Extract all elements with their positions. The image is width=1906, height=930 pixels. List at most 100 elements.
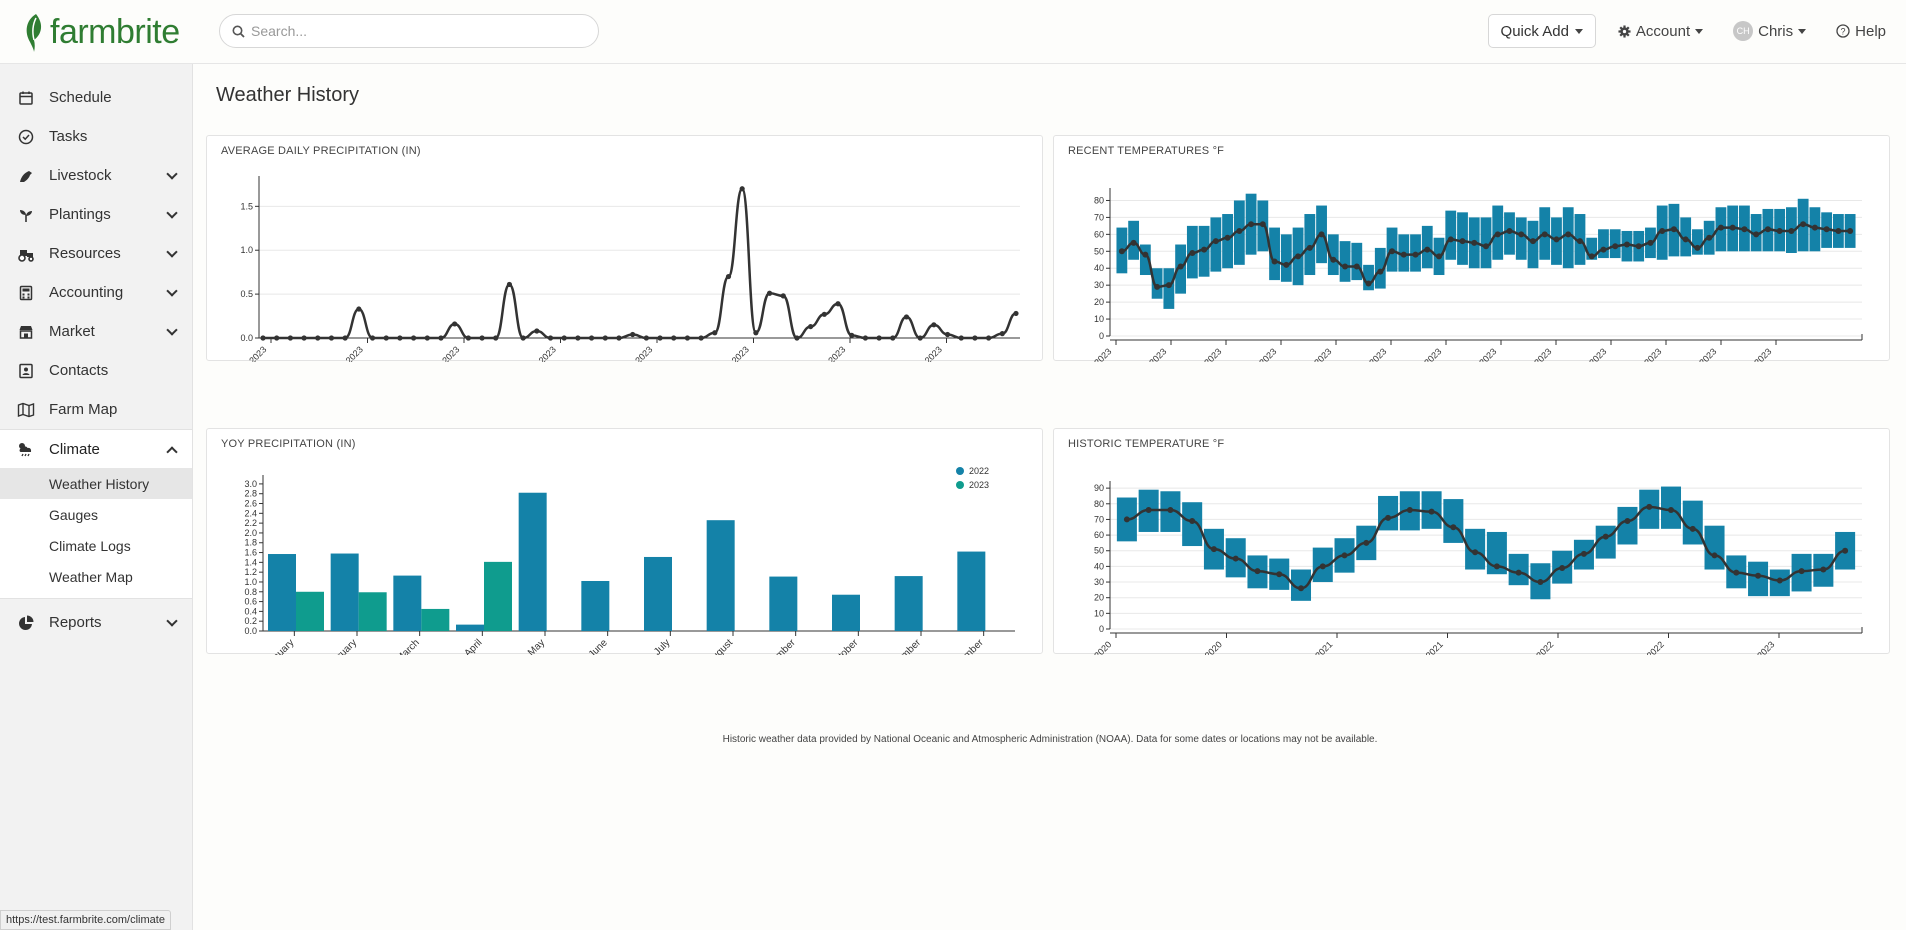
temperature-range-bar [1280,234,1292,282]
calendar-icon [17,89,35,107]
farmbrite-logo[interactable]: farmbrite [22,10,180,54]
sidebar-subitem-weather-history[interactable]: Weather History [0,468,192,499]
horse-icon [17,167,35,185]
check-circle-icon [17,128,35,146]
temperature-range-bar [1327,234,1339,276]
y-tick-label: 10 [1094,608,1104,618]
data-point [1189,518,1196,524]
y-tick-label: 0 [1099,331,1104,341]
data-point [1646,503,1653,510]
temperature-range-bar [1515,217,1527,260]
data-point [1529,238,1536,245]
sidebar-item-livestock[interactable]: Livestock [0,156,192,195]
user-menu[interactable]: CH Chris [1725,21,1814,41]
brand-name: farmbrite [50,12,180,51]
data-point [1493,563,1500,570]
data-point [1459,238,1466,245]
y-tick-label: 0.0 [244,626,257,636]
data-point [1689,525,1696,532]
data-point [1776,227,1783,234]
account-menu[interactable]: Account [1610,23,1711,40]
temperature-range-bar [1163,268,1175,309]
temperature-range-bar [1363,264,1374,291]
y-tick-label: 3.0 [244,479,257,489]
calculator-icon [17,284,35,302]
data-point [1232,555,1239,562]
y-tick-label: 60 [1094,229,1104,239]
data-point [808,323,814,330]
data-point [1412,251,1419,258]
data-point [1670,226,1677,233]
x-tick-label: Apr. 06, 2023 [1123,346,1168,362]
chevron-down-icon [166,246,178,258]
y-tick-label: 30 [1094,577,1104,587]
x-tick-label: March [394,637,421,655]
x-tick-label: November [883,637,924,655]
y-tick-label: 70 [1094,514,1104,524]
sidebar-item-contacts[interactable]: Contacts [0,351,192,390]
x-tick-label: May. 21, 2023 [800,344,847,362]
bar-2023 [484,561,512,631]
store-icon [17,323,35,341]
bar-2022 [706,520,735,631]
data-point [1515,569,1522,576]
sidebar-subitem-gauges[interactable]: Gauges [0,499,192,530]
data-point [1694,244,1701,251]
tractor-icon [17,245,35,263]
data-point [1318,231,1325,238]
bar-2022 [268,554,296,631]
x-tick-label: May. 16, 2023 [1561,346,1608,362]
x-tick-label: Jun 2020 [1080,639,1113,655]
sidebar-item-farm-map[interactable]: Farm Map [0,390,192,429]
sidebar-item-climate[interactable]: Climate [0,429,192,468]
x-tick-label: Jan 2023 [1743,639,1776,655]
data-point [1647,239,1654,246]
temperature-range-bar [1182,502,1203,547]
help-link[interactable]: ? Help [1828,23,1894,40]
data-point [1365,280,1372,287]
x-tick-label: May. 01, 2023 [1396,346,1443,362]
sidebar-item-schedule[interactable]: Schedule [0,78,192,117]
sidebar-item-tasks[interactable]: Tasks [0,117,192,156]
sidebar-item-market[interactable]: Market [0,312,192,351]
temperature-range-bar [1339,241,1351,282]
sidebar-item-accounting[interactable]: Accounting [0,273,192,312]
y-tick-label: 0.8 [244,587,257,597]
question-circle-icon: ? [1836,24,1850,38]
data-point [1177,263,1184,270]
sidebar-item-resources[interactable]: Resources [0,234,192,273]
sidebar-subitem-climate-logs[interactable]: Climate Logs [0,530,192,561]
y-tick-label: 2.4 [244,508,257,518]
sidebar-subitem-weather-map[interactable]: Weather Map [0,561,192,592]
quick-add-button[interactable]: Quick Add [1487,14,1596,48]
data-point [1248,221,1255,228]
data-point [452,321,458,327]
y-tick-label: 0.6 [244,597,257,607]
yoy-precipitation-bar-chart: 0.00.20.40.60.81.01.21.41.61.82.02.22.42… [244,466,1015,655]
sidebar-item-plantings[interactable]: Plantings [0,195,192,234]
x-tick-label: April [463,637,485,655]
data-point [1276,571,1283,578]
search-box[interactable] [219,14,599,48]
chevron-down-icon [166,324,178,336]
x-tick-label: Apr. 11, 2023 [1179,346,1223,362]
chart-title: RECENT TEMPERATURES °F [1068,145,1225,157]
temperature-range-bar [1443,499,1464,543]
caret-down-icon [1695,28,1704,34]
leaf-logo-icon [26,14,42,52]
data-point [1518,231,1525,238]
data-point [1145,507,1152,514]
temperature-range-bar [1527,220,1539,269]
data-point [1436,253,1443,260]
chevron-up-icon [166,446,178,458]
temperature-range-bar [1692,229,1703,255]
bar-2022 [894,576,923,631]
search-input[interactable] [251,23,571,39]
y-tick-label: 2.2 [244,518,257,528]
data-point [1201,246,1208,253]
sidebar-item-reports[interactable]: Reports [0,603,192,642]
chart-title: HISTORIC TEMPERATURE °F [1068,438,1225,450]
data-point [1588,253,1595,260]
chevron-down-icon [166,207,178,219]
data-point [1167,507,1174,514]
